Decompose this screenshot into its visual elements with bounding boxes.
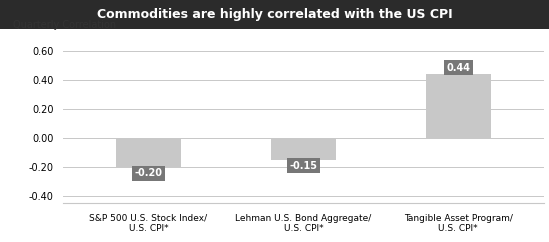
Bar <box>425 74 491 138</box>
Bar <box>271 138 336 160</box>
Text: -0.15: -0.15 <box>289 161 317 171</box>
Text: -0.20: -0.20 <box>135 168 163 178</box>
Bar <box>116 138 181 167</box>
Text: 0.44: 0.44 <box>446 63 470 73</box>
Text: Quarterly Correlation: Quarterly Correlation <box>13 20 116 30</box>
Text: Commodities are highly correlated with the US CPI: Commodities are highly correlated with t… <box>97 8 452 21</box>
